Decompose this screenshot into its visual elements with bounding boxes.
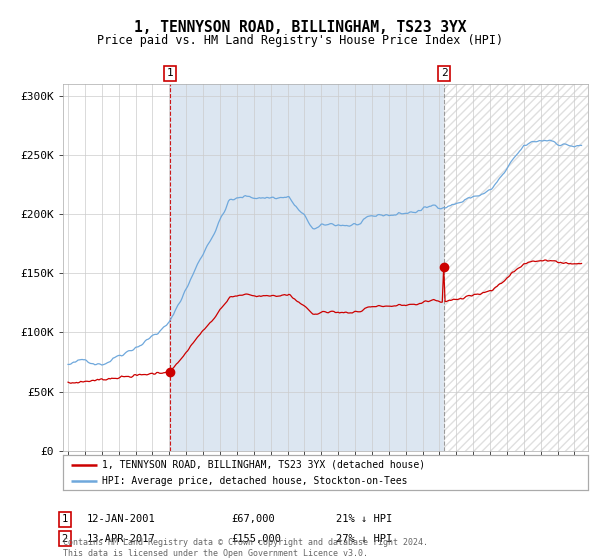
Text: Contains HM Land Registry data © Crown copyright and database right 2024.
This d: Contains HM Land Registry data © Crown c… — [63, 538, 428, 558]
Text: 1, TENNYSON ROAD, BILLINGHAM, TS23 3YX: 1, TENNYSON ROAD, BILLINGHAM, TS23 3YX — [134, 20, 466, 35]
Text: 1: 1 — [62, 514, 68, 524]
Text: 21% ↓ HPI: 21% ↓ HPI — [336, 514, 392, 524]
Text: Price paid vs. HM Land Registry's House Price Index (HPI): Price paid vs. HM Land Registry's House … — [97, 34, 503, 46]
Text: 1: 1 — [167, 68, 173, 78]
Text: £67,000: £67,000 — [231, 514, 275, 524]
Bar — [444, 84, 588, 451]
Text: 1, TENNYSON ROAD, BILLINGHAM, TS23 3YX (detached house): 1, TENNYSON ROAD, BILLINGHAM, TS23 3YX (… — [103, 460, 425, 470]
Text: HPI: Average price, detached house, Stockton-on-Tees: HPI: Average price, detached house, Stoc… — [103, 475, 408, 486]
Text: 27% ↓ HPI: 27% ↓ HPI — [336, 534, 392, 544]
Text: £155,000: £155,000 — [231, 534, 281, 544]
Text: 2: 2 — [441, 68, 448, 78]
Text: 12-JAN-2001: 12-JAN-2001 — [87, 514, 156, 524]
Text: 2: 2 — [62, 534, 68, 544]
Text: 13-APR-2017: 13-APR-2017 — [87, 534, 156, 544]
Bar — [444, 84, 588, 451]
Bar — [170, 84, 444, 451]
